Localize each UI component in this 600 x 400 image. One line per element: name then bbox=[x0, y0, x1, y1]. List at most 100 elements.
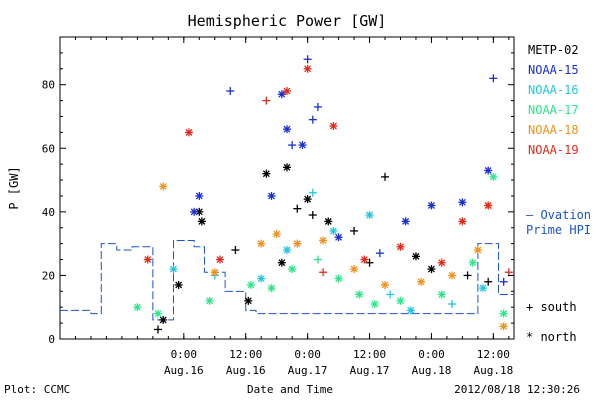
data-point-north bbox=[401, 217, 410, 226]
data-point-north bbox=[159, 315, 168, 324]
data-point-north bbox=[489, 172, 498, 181]
data-point-north bbox=[396, 296, 405, 305]
data-point-north bbox=[484, 166, 493, 175]
data-point-north bbox=[350, 265, 359, 274]
data-point-south bbox=[448, 300, 457, 309]
data-point-north bbox=[283, 87, 291, 96]
data-point-north bbox=[298, 141, 307, 150]
y-axis-label: P [GW] bbox=[7, 166, 21, 209]
data-point-north bbox=[499, 322, 508, 331]
data-point-north bbox=[458, 198, 467, 207]
legend-item-hpi: Prime HPI bbox=[526, 223, 591, 237]
data-point-north bbox=[262, 169, 271, 178]
data-point-north bbox=[190, 207, 199, 216]
data-point-north bbox=[283, 163, 291, 172]
points-layer bbox=[133, 55, 513, 334]
x-tick-label-time: 12:00 bbox=[477, 348, 510, 361]
y-axis: 0 20 40 60 80 bbox=[42, 36, 514, 346]
data-point-north bbox=[484, 201, 493, 210]
legend-item: NOAA-18 bbox=[528, 123, 579, 137]
data-point-north bbox=[329, 226, 338, 235]
footer-credit: Plot: CCMC bbox=[4, 383, 70, 396]
data-point-north bbox=[257, 239, 266, 248]
data-point-south bbox=[288, 141, 297, 150]
data-point-north bbox=[205, 296, 214, 305]
data-point-north bbox=[468, 258, 477, 267]
chart-title: Hemispheric Power [GW] bbox=[188, 12, 387, 30]
y-tick-label: 40 bbox=[42, 206, 55, 219]
data-point-south bbox=[231, 245, 240, 254]
data-point-north bbox=[479, 284, 488, 293]
data-point-north bbox=[288, 265, 297, 274]
data-point-north bbox=[169, 265, 178, 274]
data-point-north bbox=[365, 211, 374, 220]
x-tick-label-time: 12:00 bbox=[229, 348, 262, 361]
data-point-south bbox=[381, 172, 390, 181]
data-point-north bbox=[334, 274, 343, 283]
data-point-south bbox=[293, 204, 302, 213]
data-point-north bbox=[427, 265, 436, 274]
data-point-north bbox=[195, 191, 204, 200]
data-point-south bbox=[463, 271, 472, 280]
data-point-south bbox=[308, 188, 317, 197]
data-point-south bbox=[319, 268, 328, 277]
data-point-south bbox=[350, 226, 359, 235]
data-point-north bbox=[277, 90, 286, 99]
x-tick-label-date: Aug.17 bbox=[350, 364, 390, 377]
data-point-north bbox=[267, 284, 276, 293]
x-tick-label-time: 0:00 bbox=[171, 348, 198, 361]
data-point-north bbox=[277, 258, 286, 267]
y-tick-label: 60 bbox=[42, 142, 55, 155]
legend-item: NOAA-16 bbox=[528, 83, 579, 97]
data-point-north bbox=[174, 280, 183, 289]
plot-frame bbox=[59, 36, 515, 340]
data-point-north bbox=[303, 64, 312, 73]
data-point-north bbox=[143, 255, 152, 264]
data-point-south bbox=[262, 96, 271, 105]
legend: METP-02 NOAA-15 NOAA-16 NOAA-17 NOAA-18 NOAA-… bbox=[526, 43, 591, 237]
x-axis: 0:00 Aug.16 12:00 Aug.16 0:00 Aug.17 12:00 Aug.… bbox=[59, 37, 513, 377]
data-point-north bbox=[159, 182, 168, 191]
data-point-north bbox=[334, 233, 343, 242]
data-point-north bbox=[355, 290, 364, 299]
data-point-north bbox=[215, 255, 224, 264]
data-point-south bbox=[484, 277, 493, 286]
data-point-north bbox=[360, 255, 369, 264]
y-tick-label: 20 bbox=[42, 269, 55, 282]
data-point-north bbox=[458, 217, 467, 226]
y-tick-label: 0 bbox=[48, 333, 55, 346]
legend-item: METP-02 bbox=[528, 43, 579, 57]
data-point-south bbox=[154, 325, 163, 334]
legend-item: NOAA-17 bbox=[528, 103, 579, 117]
data-point-north bbox=[133, 303, 142, 312]
legend-item: NOAA-15 bbox=[528, 63, 579, 77]
data-point-south bbox=[308, 115, 317, 124]
data-point-north bbox=[324, 217, 333, 226]
data-point-north bbox=[246, 280, 255, 289]
data-point-north bbox=[473, 245, 482, 254]
footer-timestamp: 2012/08/18 12:30:26 bbox=[454, 383, 580, 396]
data-point-north bbox=[154, 309, 163, 318]
data-point-north bbox=[197, 217, 206, 226]
data-point-north bbox=[381, 280, 390, 289]
marker-legend-item: + south bbox=[526, 300, 577, 314]
data-point-south bbox=[303, 55, 312, 64]
data-point-north bbox=[370, 300, 379, 309]
data-point-north bbox=[210, 268, 219, 277]
data-point-north bbox=[411, 252, 420, 261]
data-point-north bbox=[184, 128, 193, 137]
y-tick-label: 80 bbox=[42, 79, 55, 92]
data-point-south bbox=[489, 74, 498, 83]
data-point-north bbox=[257, 274, 266, 283]
x-tick-label-time: 0:00 bbox=[294, 348, 321, 361]
marker-legend-item: * north bbox=[526, 330, 577, 344]
legend-item: NOAA-19 bbox=[528, 143, 579, 157]
data-point-north bbox=[244, 296, 253, 305]
data-point-north bbox=[195, 207, 204, 216]
data-point-north bbox=[417, 277, 426, 286]
data-point-south bbox=[375, 249, 384, 258]
legend-item-hpi: – Ovation bbox=[526, 208, 591, 222]
data-point-north bbox=[396, 242, 405, 251]
data-point-south bbox=[226, 87, 235, 96]
